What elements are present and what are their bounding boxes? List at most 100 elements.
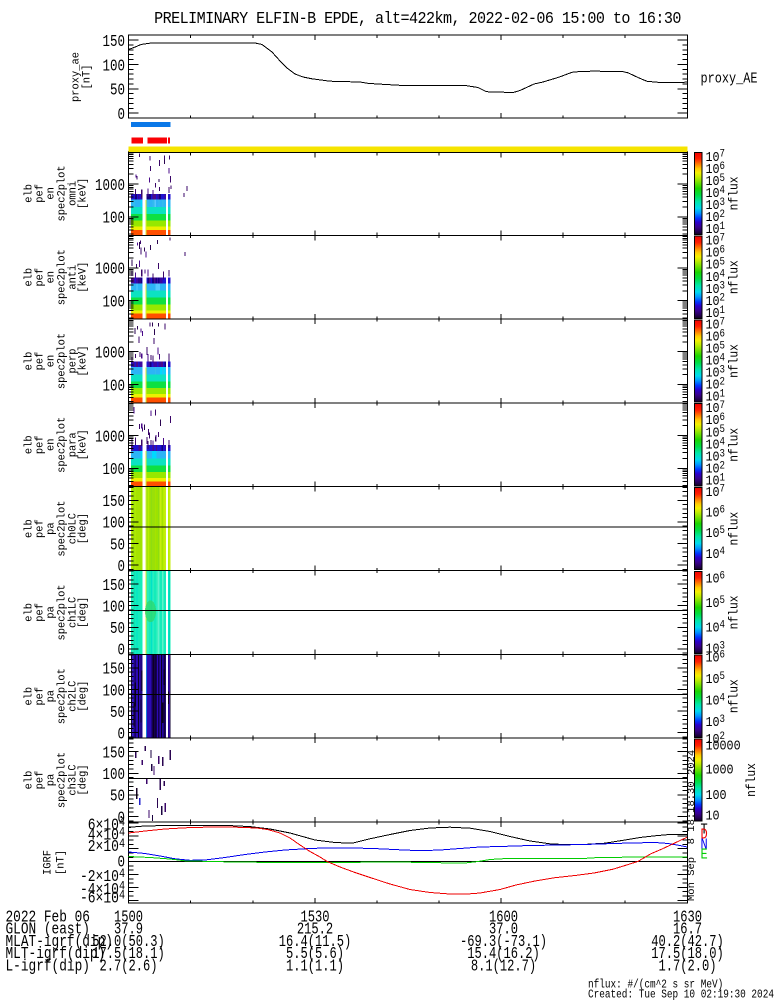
svg-text:perp: perp <box>67 349 80 374</box>
svg-text:spec2plot: spec2plot <box>56 417 69 473</box>
svg-text:spec2plot: spec2plot <box>56 668 69 724</box>
svg-text:E: E <box>701 847 708 864</box>
svg-text:[nT]: [nT] <box>55 850 68 875</box>
svg-text:MLAT-igrf(dip): MLAT-igrf(dip) <box>6 934 113 952</box>
svg-text:16.7: 16.7 <box>673 921 702 939</box>
svg-text:spec2plot: spec2plot <box>56 501 69 557</box>
svg-text:pef: pef <box>34 519 47 538</box>
svg-text:spec2plot: spec2plot <box>56 752 69 808</box>
svg-text:100: 100 <box>103 599 125 617</box>
svg-text:en: en <box>45 187 58 199</box>
svg-text:[deg]: [deg] <box>77 513 90 544</box>
svg-text:5.5(5.6): 5.5(5.6) <box>286 946 344 964</box>
svg-text:150: 150 <box>103 578 125 596</box>
svg-text:100: 100 <box>706 787 727 803</box>
svg-text:1630: 1630 <box>673 909 702 927</box>
svg-text:15.4(16.2): 15.4(16.2) <box>467 946 540 964</box>
svg-text:2022 Feb 06: 2022 Feb 06 <box>6 909 90 927</box>
svg-text:pef: pef <box>34 603 47 622</box>
svg-text:50: 50 <box>110 788 125 806</box>
svg-text:150: 150 <box>103 661 125 679</box>
svg-text:52.0(50.3): 52.0(50.3) <box>92 933 165 951</box>
svg-text:elb: elb <box>23 603 36 622</box>
svg-text:elb: elb <box>23 771 36 790</box>
svg-text:[keV]: [keV] <box>77 345 90 376</box>
svg-text:1000: 1000 <box>95 261 125 279</box>
svg-text:elb: elb <box>23 268 36 287</box>
svg-text:150: 150 <box>103 34 125 52</box>
svg-text:1000: 1000 <box>706 762 734 778</box>
svg-text:PRELIMINARY ELFIN-B EPDE, alt=: PRELIMINARY ELFIN-B EPDE, alt=422km, 202… <box>154 10 681 29</box>
svg-text:pa: pa <box>45 522 58 535</box>
svg-text:150: 150 <box>103 745 125 763</box>
svg-text:ch1LC: ch1LC <box>67 596 80 628</box>
svg-text:[keV]: [keV] <box>77 429 90 460</box>
svg-text:2×104: 2×104 <box>88 837 125 857</box>
svg-text:nflux: nflux <box>727 512 742 546</box>
svg-text:17.5(18.1): 17.5(18.1) <box>92 946 165 964</box>
svg-text:50: 50 <box>110 537 125 555</box>
svg-text:anti: anti <box>67 265 80 290</box>
svg-text:N: N <box>701 838 708 855</box>
svg-text:spec2plot: spec2plot <box>56 249 69 305</box>
svg-text:1500: 1500 <box>114 909 143 927</box>
svg-text:T: T <box>701 823 708 840</box>
svg-text:proxy_AE: proxy_AE <box>701 71 758 88</box>
svg-text:pa: pa <box>45 773 58 786</box>
svg-text:100: 100 <box>103 58 125 76</box>
svg-text:L-igrf(dip): L-igrf(dip) <box>6 958 90 976</box>
svg-text:Mon Sep 8 18:18:30 2024: Mon Sep 8 18:18:30 2024 <box>686 750 698 901</box>
svg-text:elb: elb <box>23 435 36 454</box>
svg-text:proxy_ae: proxy_ae <box>70 52 83 102</box>
svg-text:spec2plot: spec2plot <box>56 333 69 389</box>
svg-text:omni: omni <box>67 181 80 206</box>
svg-text:nflux: nflux <box>727 344 742 378</box>
svg-text:elb: elb <box>23 687 36 706</box>
svg-text:100: 100 <box>103 378 125 396</box>
svg-text:1530: 1530 <box>300 909 329 927</box>
svg-text:[nT]: [nT] <box>81 65 94 90</box>
svg-text:GLON (east): GLON (east) <box>6 921 90 939</box>
svg-text:pef: pef <box>34 687 47 706</box>
svg-text:pef: pef <box>34 352 47 371</box>
svg-text:Created: Tue Sep 10 02:19:30 2: Created: Tue Sep 10 02:19:30 2024 <box>588 989 774 1000</box>
svg-text:pa: pa <box>45 606 58 619</box>
svg-text:-6×104: -6×104 <box>80 888 125 908</box>
svg-text:nflux: nflux <box>727 260 742 294</box>
svg-text:10000: 10000 <box>706 737 741 753</box>
svg-text:spec2plot: spec2plot <box>56 584 69 640</box>
svg-text:nflux: nflux <box>727 176 742 210</box>
svg-text:2.7(2.6): 2.7(2.6) <box>99 958 157 976</box>
svg-text:16.4(11.5): 16.4(11.5) <box>279 933 352 951</box>
svg-text:1.7(2.0): 1.7(2.0) <box>658 958 716 976</box>
svg-text:[deg]: [deg] <box>77 764 90 795</box>
svg-text:elb: elb <box>23 519 36 538</box>
svg-text:1.1(1.1): 1.1(1.1) <box>286 958 344 976</box>
svg-text:IGRF: IGRF <box>42 850 55 875</box>
svg-text:100: 100 <box>103 210 125 228</box>
svg-text:-69.3(-73.1): -69.3(-73.1) <box>460 933 547 951</box>
svg-text:pef: pef <box>34 268 47 287</box>
svg-text:1000: 1000 <box>95 178 125 196</box>
svg-text:0: 0 <box>118 107 125 125</box>
svg-text:1600: 1600 <box>489 909 518 927</box>
svg-text:elb: elb <box>23 184 36 203</box>
svg-text:37.9: 37.9 <box>114 921 143 939</box>
svg-text:[deg]: [deg] <box>77 681 90 712</box>
svg-text:37.0: 37.0 <box>489 921 518 939</box>
svg-text:en: en <box>45 439 58 451</box>
svg-text:0: 0 <box>118 559 125 577</box>
svg-text:[keV]: [keV] <box>77 178 90 209</box>
svg-text:MLT-igrf(dip): MLT-igrf(dip) <box>6 946 106 964</box>
svg-text:nflux: #/(cm^2 s sr MeV): nflux: #/(cm^2 s sr MeV) <box>588 979 723 992</box>
svg-text:100: 100 <box>103 462 125 480</box>
svg-text:-4×104: -4×104 <box>80 880 125 900</box>
svg-text:150: 150 <box>103 494 125 512</box>
svg-text:nflux: nflux <box>727 595 742 629</box>
svg-text:[deg]: [deg] <box>77 597 90 628</box>
svg-text:100: 100 <box>103 767 125 785</box>
svg-text:-2×104: -2×104 <box>80 867 125 887</box>
svg-text:en: en <box>45 271 58 283</box>
svg-text:ch3LC: ch3LC <box>67 764 80 796</box>
svg-text:10: 10 <box>706 807 720 823</box>
